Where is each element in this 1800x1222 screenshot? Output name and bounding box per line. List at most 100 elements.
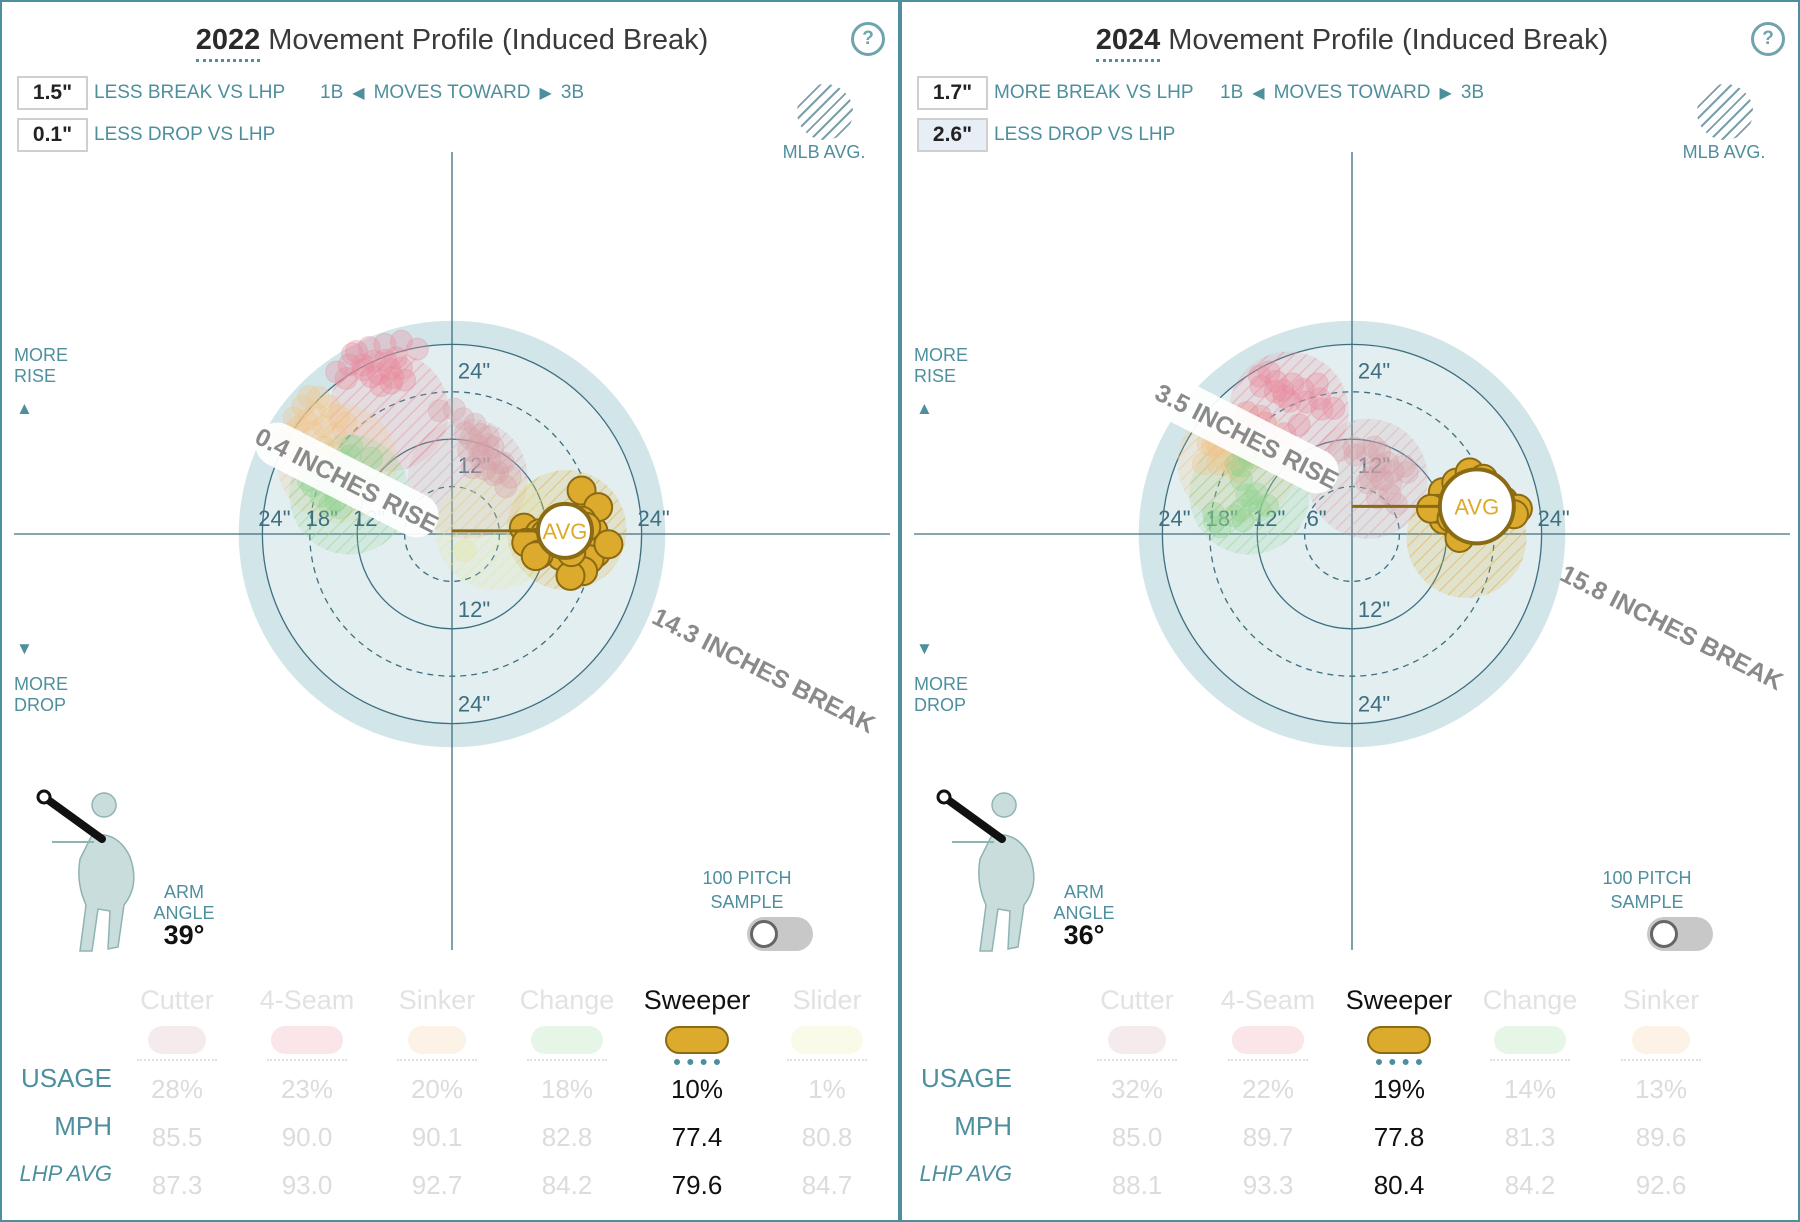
data-point-sinker xyxy=(1227,460,1251,484)
arrow-down-icon: ▼ xyxy=(916,639,933,658)
pitch-color-pill[interactable] xyxy=(531,1026,603,1054)
arm-angle-label: ARM ANGLE xyxy=(1053,882,1115,923)
direction-3b: 3B xyxy=(560,82,585,103)
pitch-color-pill[interactable] xyxy=(1632,1026,1690,1054)
data-point-sinker xyxy=(297,385,321,409)
data-point-4-seam xyxy=(1248,364,1272,388)
pitch-column-slider[interactable]: Slider 1% 80.8 84.7 xyxy=(762,982,892,1209)
data-point-change xyxy=(1202,501,1226,525)
pitch-color-pill[interactable] xyxy=(148,1026,206,1054)
pitch-color-pill[interactable] xyxy=(791,1026,863,1054)
pitch-name[interactable]: Sweeper xyxy=(1345,985,1453,1015)
pitch-column-cutter[interactable]: Cutter 28% 85.5 87.3 xyxy=(112,982,242,1209)
pitch-column-sinker[interactable]: Sinker 13% 89.6 92.6 xyxy=(1596,982,1726,1209)
pitch-mph: 90.0 xyxy=(281,1122,333,1152)
usage-row-label: USAGE xyxy=(920,1063,1012,1093)
pitch-name[interactable]: Change xyxy=(1482,985,1578,1015)
pitch-name[interactable]: Change xyxy=(519,985,615,1015)
pitch-dots xyxy=(397,1059,477,1065)
drop-diff-box: 0.1" xyxy=(17,118,88,152)
pitch-column-cutter[interactable]: Cutter 32% 85.0 88.1 xyxy=(1072,982,1202,1209)
pitch-name[interactable]: 4-Seam xyxy=(1220,985,1316,1015)
pitch-mph: 90.1 xyxy=(411,1122,463,1152)
title-text: Movement Profile (Induced Break) xyxy=(1168,24,1609,56)
data-point-4-seam xyxy=(359,365,383,389)
data-point-4-seam xyxy=(1291,377,1315,401)
data-point-4-seam xyxy=(357,336,381,360)
data-point-sinker xyxy=(303,402,327,426)
pitch-column-sinker[interactable]: Sinker 20% 90.1 92.7 xyxy=(372,982,502,1209)
panel-2022: 2022 Movement Profile (Induced Break) ? … xyxy=(0,0,900,1222)
pitch-column-change[interactable]: Change 18% 82.8 84.2 xyxy=(502,982,632,1209)
break-annotation-bg xyxy=(1567,562,1777,692)
pitch-color-pill[interactable] xyxy=(665,1026,729,1054)
pitch-color-pill[interactable] xyxy=(271,1026,343,1054)
pitch-column-sweeper[interactable]: Sweeper 10% 77.4 79.6 xyxy=(632,982,762,1209)
pitch-color-pill[interactable] xyxy=(1494,1026,1566,1054)
pitch-color-pill[interactable] xyxy=(1367,1026,1431,1054)
pitch-dots xyxy=(267,1059,347,1065)
data-point-sinker xyxy=(1191,452,1215,476)
data-point-cutter xyxy=(1365,486,1389,510)
data-point-change xyxy=(1235,483,1259,507)
title-year[interactable]: 2022 xyxy=(195,24,261,62)
pitch-name[interactable]: Sinker xyxy=(398,985,476,1015)
data-point-cutter xyxy=(1368,453,1392,477)
data-point-4-seam xyxy=(381,366,405,390)
data-point-cutter xyxy=(482,463,506,487)
data-point-sinker xyxy=(1222,455,1245,479)
pitch-column-sweeper[interactable]: Sweeper 19% 77.8 80.4 xyxy=(1334,982,1464,1209)
data-point-cutter xyxy=(476,433,500,457)
sample-label: 100 PITCH SAMPLE xyxy=(702,868,792,912)
data-point-4-seam xyxy=(1281,372,1305,396)
pitch-color-pill[interactable] xyxy=(1108,1026,1166,1054)
help-icon[interactable]: ? xyxy=(851,22,885,56)
pitch-lhp-avg: 92.7 xyxy=(411,1170,463,1200)
pitch-name[interactable]: 4-Seam xyxy=(259,985,355,1015)
pitch-usage: 19% xyxy=(1372,1074,1426,1104)
title-year[interactable]: 2024 xyxy=(1095,24,1161,62)
data-point-change xyxy=(1229,467,1253,491)
help-icon[interactable]: ? xyxy=(1751,22,1785,56)
pitch-mph: 85.0 xyxy=(1111,1122,1163,1152)
pitch-name[interactable]: Sinker xyxy=(1622,985,1700,1015)
data-point-cutter xyxy=(1376,451,1400,475)
pitch-column-4-seam[interactable]: 4-Seam 23% 90.0 93.0 xyxy=(242,982,372,1209)
data-point-change xyxy=(1248,498,1272,522)
data-point-cutter xyxy=(1355,471,1379,495)
pitch-color-pill[interactable] xyxy=(1232,1026,1304,1054)
tick-label: 12" xyxy=(458,597,490,622)
pitch-dots xyxy=(1621,1059,1701,1065)
pitch-dots xyxy=(527,1059,607,1065)
pitch-column-4-seam[interactable]: 4-Seam 22% 89.7 93.3 xyxy=(1203,982,1333,1209)
data-point-4-seam xyxy=(389,329,413,353)
data-point-change xyxy=(340,434,364,458)
pitch-color-pill[interactable] xyxy=(408,1026,466,1054)
pitch-lhp-avg: 84.7 xyxy=(801,1170,853,1200)
data-point-4-seam xyxy=(1270,378,1294,402)
sample-toggle[interactable] xyxy=(1647,917,1713,951)
arrow-down-icon: ▼ xyxy=(16,639,33,658)
avg-label: AVG xyxy=(543,519,588,544)
page-title: 2024 Movement Profile (Induced Break) xyxy=(902,24,1800,62)
tick-label: 24" xyxy=(1158,506,1190,531)
pitch-mph: 89.7 xyxy=(1242,1122,1294,1152)
arrow-left-icon: ◀ xyxy=(352,85,365,102)
arrow-right-icon: ▶ xyxy=(1439,85,1452,102)
pitch-column-change[interactable]: Change 14% 81.3 84.2 xyxy=(1465,982,1595,1209)
break-annotation-group: 14.3 INCHES BREAK xyxy=(648,603,880,740)
data-point-4-seam xyxy=(389,356,413,380)
data-point-4-seam xyxy=(378,357,402,381)
break-annotation: 15.8 INCHES BREAK xyxy=(1556,560,1788,697)
sample-label: 100 PITCH SAMPLE xyxy=(1602,868,1692,912)
data-point-4-seam xyxy=(351,353,375,377)
sample-toggle[interactable] xyxy=(747,917,813,951)
pitch-usage: 14% xyxy=(1503,1074,1557,1104)
pitch-name[interactable]: Cutter xyxy=(140,985,214,1015)
pitch-name[interactable]: Cutter xyxy=(1100,985,1174,1015)
pitch-name[interactable]: Slider xyxy=(792,985,862,1015)
data-point-4-seam xyxy=(369,373,393,397)
data-point-cutter xyxy=(442,397,466,421)
data-point-cutter xyxy=(1379,471,1403,495)
pitch-name[interactable]: Sweeper xyxy=(643,985,751,1015)
